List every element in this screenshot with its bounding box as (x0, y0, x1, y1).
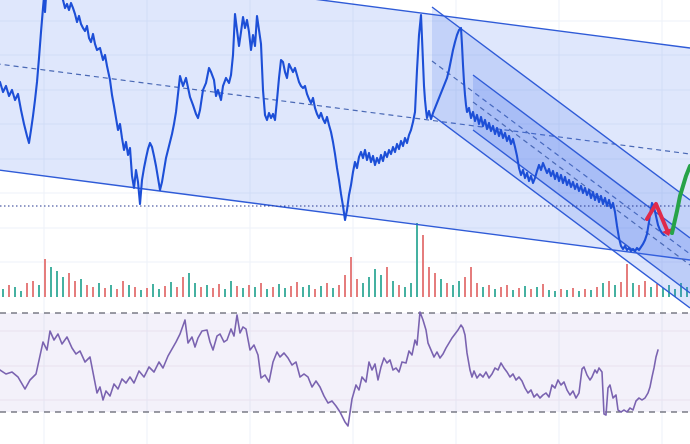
regression-channel-steep-outer[interactable] (431, 6, 690, 309)
green-trend-drawing[interactable] (670, 164, 690, 235)
red-arrow-drawing[interactable] (645, 202, 672, 236)
oscillator-pane (0, 311, 690, 427)
price-line-series (0, 0, 666, 253)
regression-channel-steep-inner[interactable] (472, 74, 690, 294)
volume-bars (2, 223, 688, 297)
regression-channel-large[interactable] (0, 0, 690, 261)
oscillator-line (0, 311, 659, 427)
